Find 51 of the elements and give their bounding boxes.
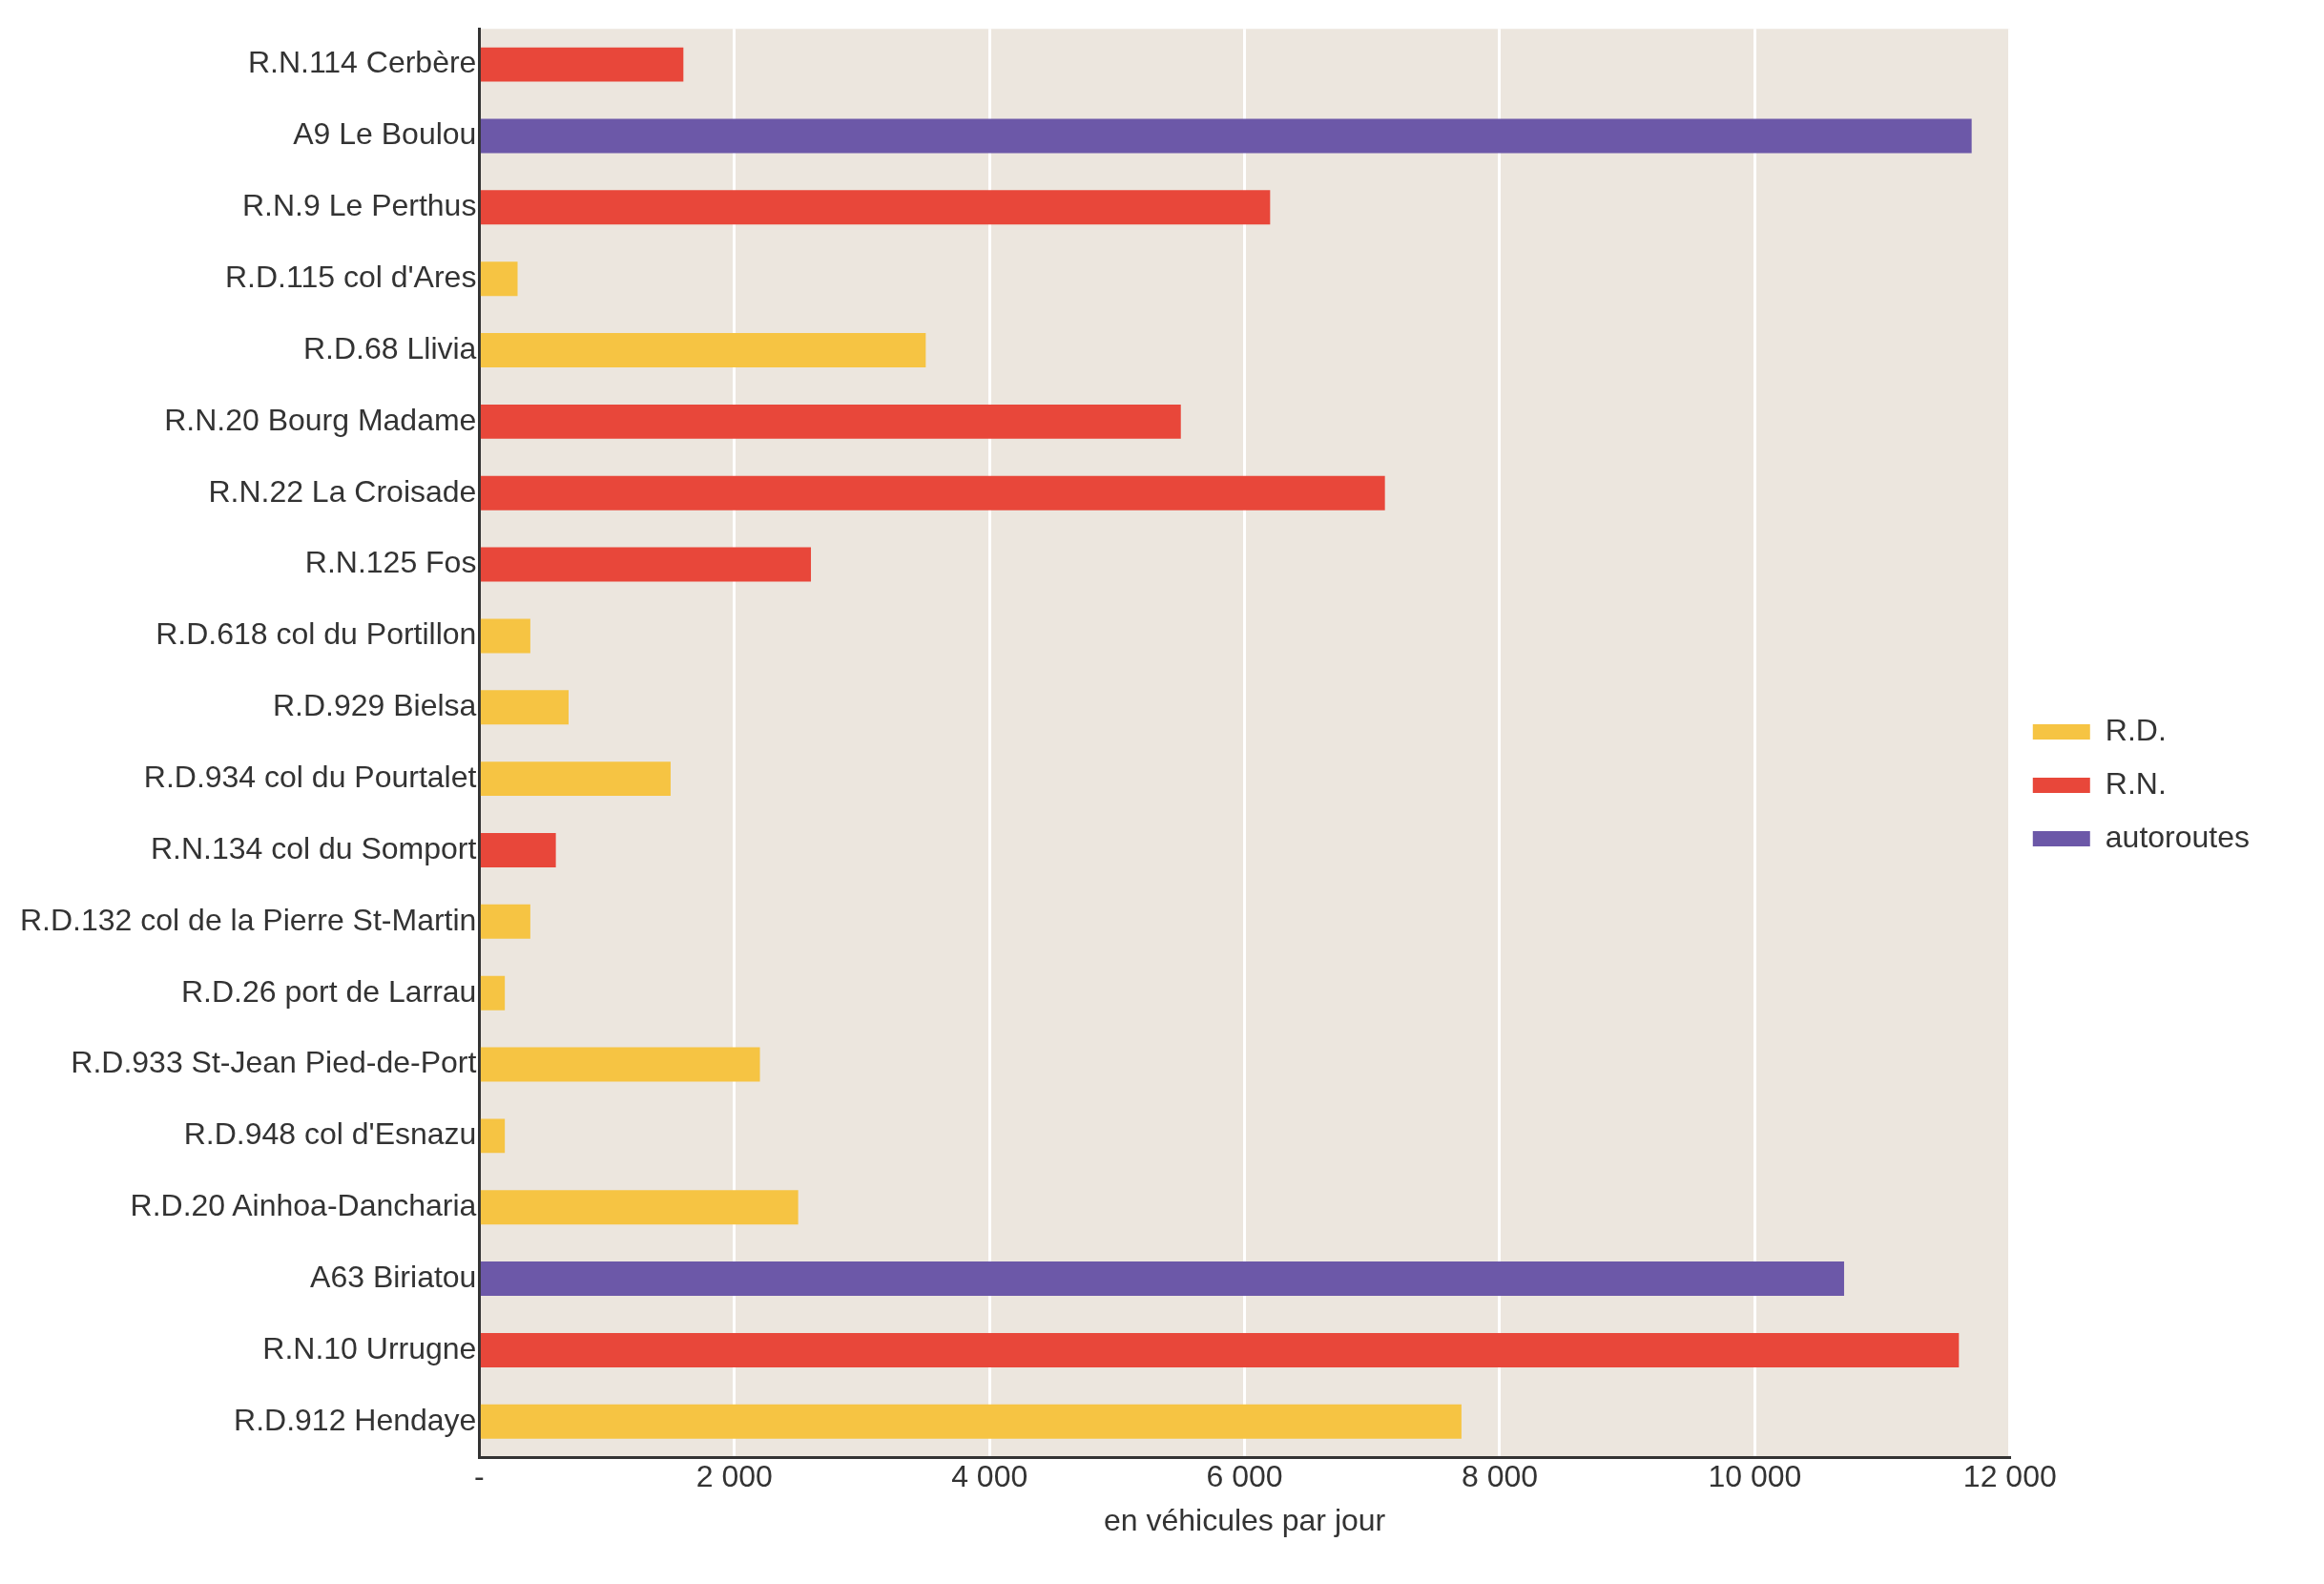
legend-label: R.D. xyxy=(2105,712,2167,747)
x-tick-label: 2 000 xyxy=(695,1459,773,1494)
y-tick-label: R.D.933 St-Jean Pied-de-Port xyxy=(71,1045,477,1080)
bar xyxy=(480,904,530,939)
bar xyxy=(480,1404,1462,1439)
bar xyxy=(480,1261,1844,1297)
bar xyxy=(480,975,506,1011)
bar xyxy=(480,190,1271,225)
bar xyxy=(480,47,684,82)
y-tick-label: R.D.618 col du Portillon xyxy=(156,616,477,652)
y-tick-label: A63 Biriatou xyxy=(310,1259,477,1294)
bar xyxy=(480,118,1972,154)
y-tick-label: R.D.68 Llivia xyxy=(303,330,477,365)
x-tick-label: 8 000 xyxy=(1461,1459,1539,1494)
bar xyxy=(480,618,530,654)
y-tick-label: R.N.134 col du Somport xyxy=(150,830,477,865)
x-tick-label: - xyxy=(474,1459,485,1494)
y-tick-label: R.D.115 col d'Ares xyxy=(225,260,477,294)
y-tick-label: R.D.912 Hendaye xyxy=(234,1402,477,1437)
legend-label: autoroutes xyxy=(2105,819,2250,854)
x-tick-label: 10 000 xyxy=(1708,1459,1802,1494)
y-tick-label: R.N.10 Urrugne xyxy=(262,1330,477,1365)
y-tick-label: R.N.125 Fos xyxy=(304,545,477,580)
bar xyxy=(480,404,1181,439)
bar xyxy=(480,833,556,867)
y-tick-label: R.D.26 port de Larrau xyxy=(180,973,477,1009)
x-axis-title: en véhicules par jour xyxy=(1103,1502,1386,1537)
bar xyxy=(480,1118,506,1154)
bar xyxy=(480,1047,760,1082)
bar xyxy=(480,547,812,582)
y-tick-label: R.D.132 col de la Pierre St-Martin xyxy=(20,902,477,937)
y-tick-label: R.D.929 Bielsa xyxy=(272,688,477,723)
y-tick-label: R.D.948 col d'Esnazu xyxy=(183,1116,477,1152)
y-tick-label: R.N.9 Le Perthus xyxy=(241,188,477,223)
x-tick-label: 12 000 xyxy=(1962,1459,2057,1494)
y-tick-label: R.N.20 Bourg Madame xyxy=(164,402,477,437)
bar xyxy=(480,475,1385,511)
bar xyxy=(480,761,671,797)
y-tick-label: R.N.114 Cerbère xyxy=(247,45,477,80)
y-tick-label: A9 Le Boulou xyxy=(293,116,477,152)
bar xyxy=(480,1332,1960,1367)
y-tick-label: R.N.22 La Croisade xyxy=(208,473,477,509)
x-tick-label: 6 000 xyxy=(1206,1459,1283,1494)
legend-label: R.N. xyxy=(2105,765,2167,801)
bar xyxy=(480,1190,799,1225)
bar xyxy=(480,333,926,367)
y-tick-label: R.D.934 col du Pourtalet xyxy=(143,759,477,794)
bar xyxy=(480,261,518,297)
y-tick-label: R.D.20 Ainhoa-Dancharia xyxy=(130,1188,477,1223)
x-tick-label: 4 000 xyxy=(951,1459,1028,1494)
bar xyxy=(480,690,569,725)
